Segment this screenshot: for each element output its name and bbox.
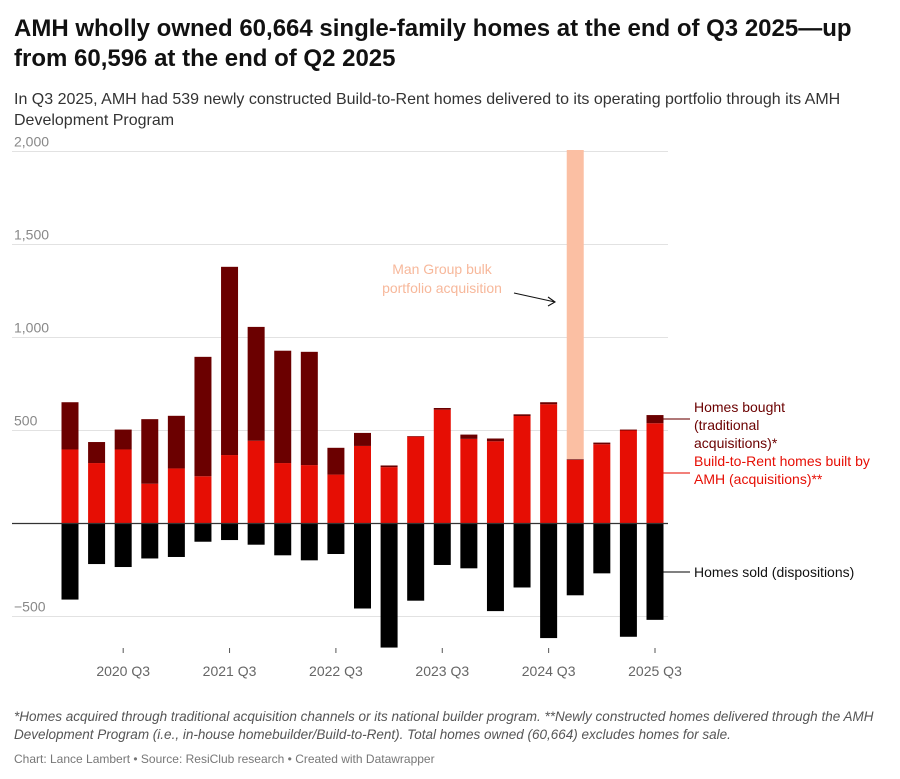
chart-title: AMH wholly owned 60,664 single-family ho… (14, 15, 852, 72)
bar-sold (513, 523, 531, 588)
bar-sold (327, 523, 345, 555)
bar-sold (141, 523, 159, 559)
bar-sold (354, 523, 371, 609)
bar-bought (141, 419, 159, 484)
annotation-text: portfolio acquisition (382, 280, 502, 296)
bar-bought (88, 442, 106, 464)
bar-sold (300, 523, 318, 561)
y-tick-label: 2,000 (14, 134, 49, 150)
bar-bought (593, 442, 611, 445)
bar-bought (540, 402, 558, 405)
bar-man_group (566, 150, 584, 460)
y-tick-label: 1,000 (14, 320, 49, 336)
bar-built (247, 440, 265, 524)
bar-built (167, 468, 185, 524)
y-tick-label: −500 (14, 599, 46, 615)
bar-built (433, 409, 451, 524)
bar-sold (646, 523, 664, 620)
series-label-built: Build-to-Rent homes built by AMH (acquisi… (694, 453, 870, 487)
bar-built (61, 449, 79, 524)
bar-built (141, 483, 159, 524)
x-tick-label: 2022 Q3 (309, 663, 363, 679)
bar-sold (380, 523, 398, 648)
bar-bought (247, 326, 265, 441)
bar-built (486, 441, 504, 524)
bar-bought (221, 266, 239, 456)
series-label-bought: Homes bought (traditional acquisitions)* (694, 399, 785, 451)
series-label-sold: Homes sold (dispositions) (694, 564, 854, 580)
bar-bought (194, 356, 212, 477)
bar-built (300, 465, 318, 524)
bar-sold (486, 523, 504, 612)
bar-sold (433, 523, 451, 565)
annotation-arrow-icon (513, 292, 557, 307)
bar-bought (513, 414, 531, 416)
bar-bought (327, 447, 345, 475)
bar-bought (114, 429, 132, 450)
bar-bought (61, 402, 79, 450)
bar-sold (540, 523, 558, 639)
bar-sold (593, 523, 611, 574)
bar-built (194, 476, 212, 524)
bar-built (221, 455, 239, 524)
y-tick-label: 500 (14, 413, 38, 429)
bar-built (327, 474, 345, 524)
bar-built (593, 444, 611, 524)
bar-bought (486, 438, 504, 442)
bar-bought (566, 459, 584, 460)
bar-built (274, 463, 292, 524)
x-tick-label: 2025 Q3 (628, 663, 682, 679)
bar-built (354, 445, 371, 524)
credit: Chart: Lance Lambert • Source: ResiClub … (14, 752, 435, 766)
bar-bought (274, 350, 292, 464)
bar-bought (407, 436, 425, 437)
bar-bought (646, 415, 664, 424)
bar-sold (114, 523, 132, 568)
footnote: *Homes acquired through traditional acqu… (14, 709, 874, 742)
x-tick-label: 2021 Q3 (203, 663, 257, 679)
bar-bought (433, 407, 451, 410)
bar-built (540, 404, 558, 524)
x-tick-label: 2024 Q3 (522, 663, 576, 679)
bar-sold (274, 523, 292, 556)
bar-bought (460, 434, 478, 439)
bar-sold (167, 523, 185, 557)
bar-built (114, 449, 132, 524)
bar-built (407, 436, 425, 524)
bar-sold (61, 523, 79, 600)
bar-sold (566, 523, 584, 596)
bar-built (566, 459, 584, 524)
bar-bought (300, 351, 318, 466)
bar-built (646, 423, 664, 524)
bar-sold (221, 523, 239, 541)
bar-bought (354, 432, 371, 446)
bar-built (460, 438, 478, 524)
bar-bought (167, 415, 185, 469)
bar-bought (619, 429, 637, 431)
bar-built (619, 430, 637, 524)
bar-bought (380, 465, 398, 468)
bar-sold (460, 523, 478, 569)
bar-built (380, 467, 398, 524)
chart-subtitle: In Q3 2025, AMH had 539 newly constructe… (14, 91, 841, 129)
bar-built (88, 463, 106, 524)
bar-sold (194, 523, 212, 542)
bar-sold (88, 523, 106, 565)
annotation-text: Man Group bulk (392, 261, 493, 277)
bar-sold (619, 523, 637, 637)
bar-sold (247, 523, 265, 545)
y-tick-label: 1,500 (14, 227, 49, 243)
bar-built (513, 415, 531, 524)
x-tick-label: 2020 Q3 (96, 663, 150, 679)
x-tick-label: 2023 Q3 (415, 663, 469, 679)
bar-sold (407, 523, 425, 601)
